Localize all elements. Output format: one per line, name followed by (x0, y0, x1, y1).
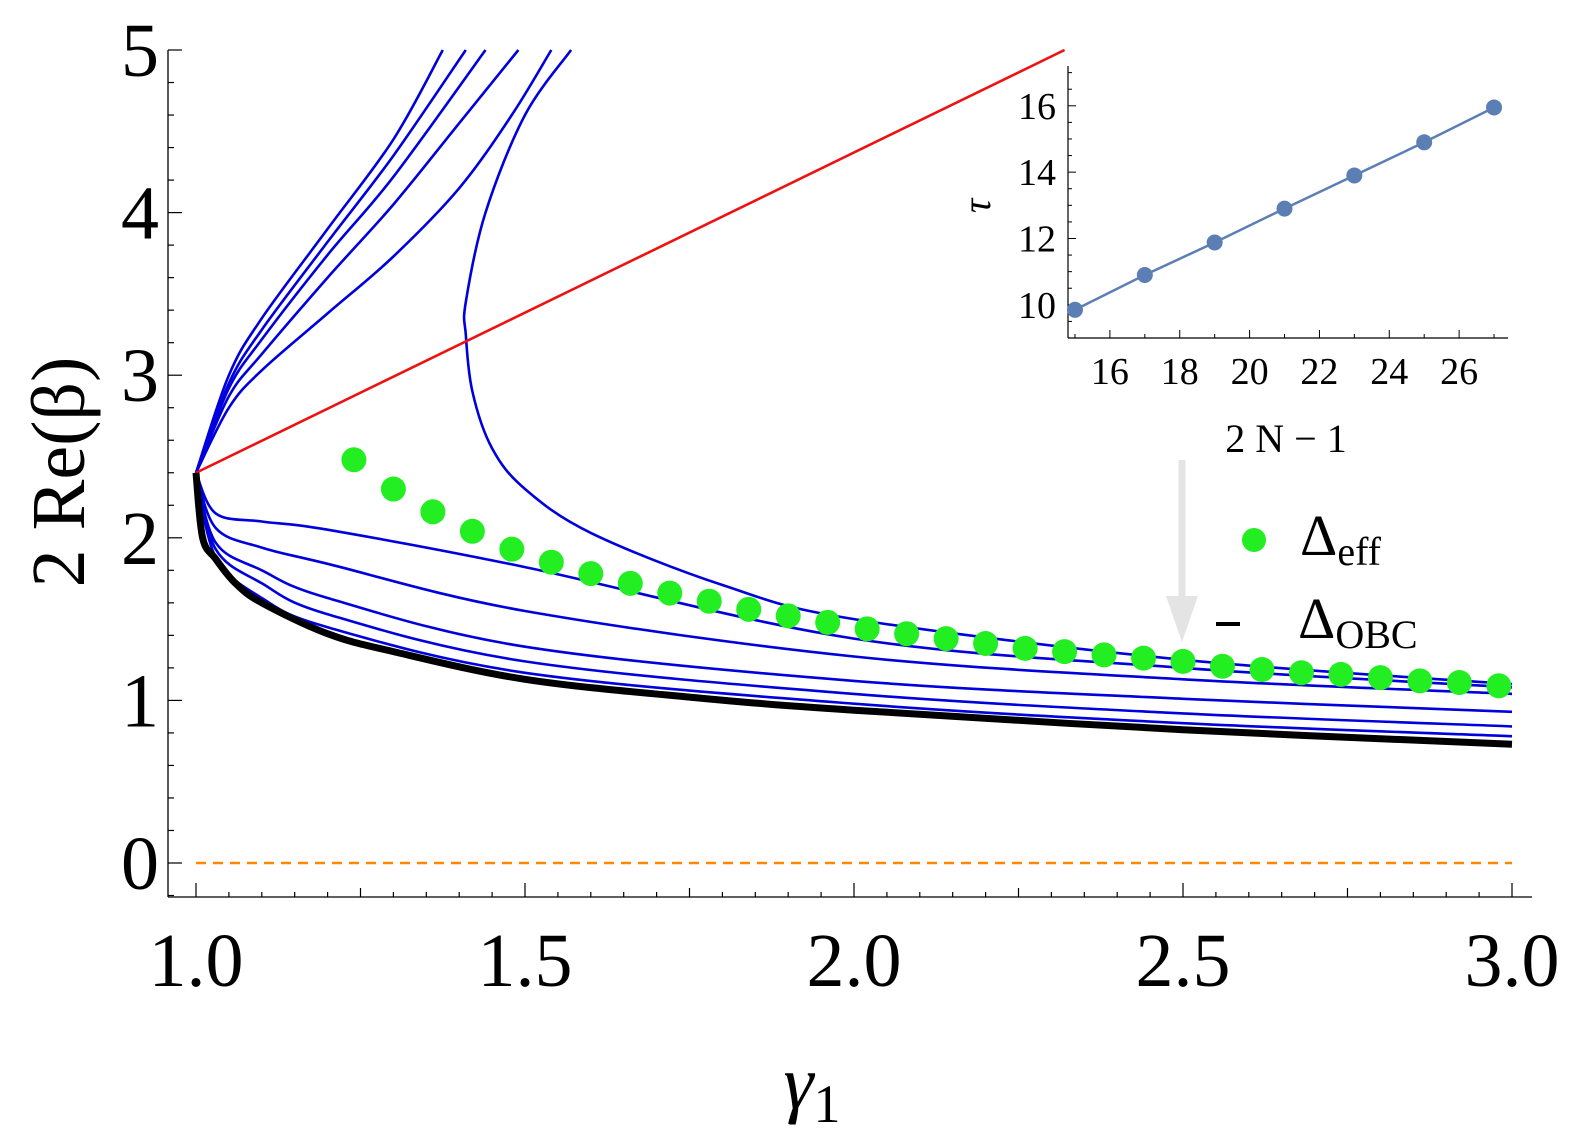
inset-point (1416, 134, 1433, 151)
eff-point (973, 630, 999, 656)
eff-point (617, 570, 643, 596)
pbc-curve-above-4 (194, 49, 553, 474)
legend: Δeff ΔOBC (1216, 503, 1418, 657)
pbc-curve-below-0 (194, 472, 1513, 738)
eff-point (1367, 665, 1393, 691)
inset-x-tick-label: 24 (1370, 351, 1408, 393)
eff-point (1209, 653, 1235, 679)
eff-point (1328, 661, 1354, 687)
x-axis-title-subscript: 1 (813, 1074, 840, 1134)
red-line (195, 48, 1066, 474)
eff-point (499, 536, 525, 562)
legend-obc-label: ΔOBC (1298, 586, 1418, 657)
eff-point (1170, 648, 1196, 674)
eff-point (1407, 668, 1433, 694)
x-tick-label: 2.5 (1136, 919, 1231, 1003)
inset-x-axis-title: 2 N − 1 (1225, 416, 1346, 461)
inset-y-axis-title: τ (954, 197, 999, 213)
y-axis-title: 2 Re(β) (17, 357, 101, 588)
x-axis-title: γ1 (784, 1041, 841, 1134)
main-ticks (168, 49, 1513, 897)
eff-point (894, 621, 920, 647)
eff-point (1288, 660, 1314, 686)
inset-arrow (1166, 460, 1198, 642)
inset-point (1206, 234, 1223, 251)
inset-point (1276, 200, 1293, 217)
main-series (192, 48, 1513, 865)
y-tick-label: 1 (121, 659, 159, 743)
inset-point (1346, 167, 1363, 184)
x-tick-label: 3.0 (1465, 919, 1560, 1003)
eff-point (696, 588, 722, 614)
eff-point (1091, 642, 1117, 668)
eff-point (933, 626, 959, 652)
legend-eff-symbol: Δ (1300, 503, 1337, 568)
eff-point (1249, 657, 1275, 683)
pbc-curve-below-1 (194, 472, 1513, 728)
eff-point (854, 616, 880, 642)
legend-eff-subscript: eff (1337, 529, 1381, 574)
inset-chart: 16 18 20 22 24 26 10 12 14 16 2 N − 1 τ (954, 66, 1508, 461)
y-tick-label: 4 (121, 172, 159, 256)
eff-point (736, 596, 762, 622)
eff-point (380, 476, 406, 502)
inset-y-tick-label: 10 (1018, 285, 1056, 327)
eff-point (775, 603, 801, 629)
inset-x-tick-label: 16 (1091, 351, 1129, 393)
main-plot-frame (167, 50, 1532, 898)
eff-point (341, 447, 367, 473)
inset-point (1066, 301, 1083, 318)
pbc-curve-above-2 (194, 49, 487, 474)
inset-x-tick-label: 18 (1161, 351, 1199, 393)
eff-point (459, 518, 485, 544)
inset-x-tick-label: 20 (1231, 351, 1269, 393)
eff-point (1012, 635, 1038, 661)
eff-point (420, 499, 446, 525)
legend-eff-label: Δeff (1300, 503, 1382, 574)
pbc-curve-above-3 (194, 49, 520, 474)
inset-point (1486, 99, 1503, 116)
inset-y-tick-label: 12 (1018, 218, 1056, 260)
legend-obc-subscript: OBC (1335, 612, 1417, 657)
eff-point (1446, 670, 1472, 696)
x-axis-title-symbol: γ (784, 1041, 816, 1125)
pbc-curve-above-1 (194, 49, 467, 474)
eff-point (1486, 673, 1512, 699)
x-tick-label: 1.5 (478, 919, 573, 1003)
eff-point (538, 549, 564, 575)
eff-point (578, 561, 604, 587)
eff-point (1052, 639, 1078, 665)
eff-point (657, 580, 683, 606)
pbc-curve-below-3 (194, 472, 1513, 696)
legend-obc-symbol: Δ (1298, 586, 1335, 651)
pbc-curve-above-0 (194, 49, 444, 474)
inset-point (1136, 266, 1153, 283)
eff-point (815, 609, 841, 635)
x-tick-label: 2.0 (807, 919, 902, 1003)
legend-eff-marker (1242, 528, 1266, 552)
pbc-curve-below-2 (194, 472, 1513, 714)
inset-series (1066, 99, 1503, 318)
y-tick-label: 0 (121, 822, 159, 906)
y-tick-label: 2 (121, 497, 159, 581)
inset-y-tick-label: 14 (1018, 152, 1056, 194)
y-tick-label: 3 (121, 334, 159, 418)
inset-x-tick-label: 22 (1300, 351, 1338, 393)
eff-point (1131, 645, 1157, 671)
x-tick-label: 1.0 (149, 919, 244, 1003)
obc-curve (192, 472, 1513, 748)
y-tick-label: 5 (121, 9, 159, 93)
inset-tick-labels: 16 18 20 22 24 26 10 12 14 16 (1018, 86, 1478, 393)
inset-x-tick-label: 26 (1440, 351, 1478, 393)
inset-y-tick-label: 16 (1018, 86, 1056, 128)
